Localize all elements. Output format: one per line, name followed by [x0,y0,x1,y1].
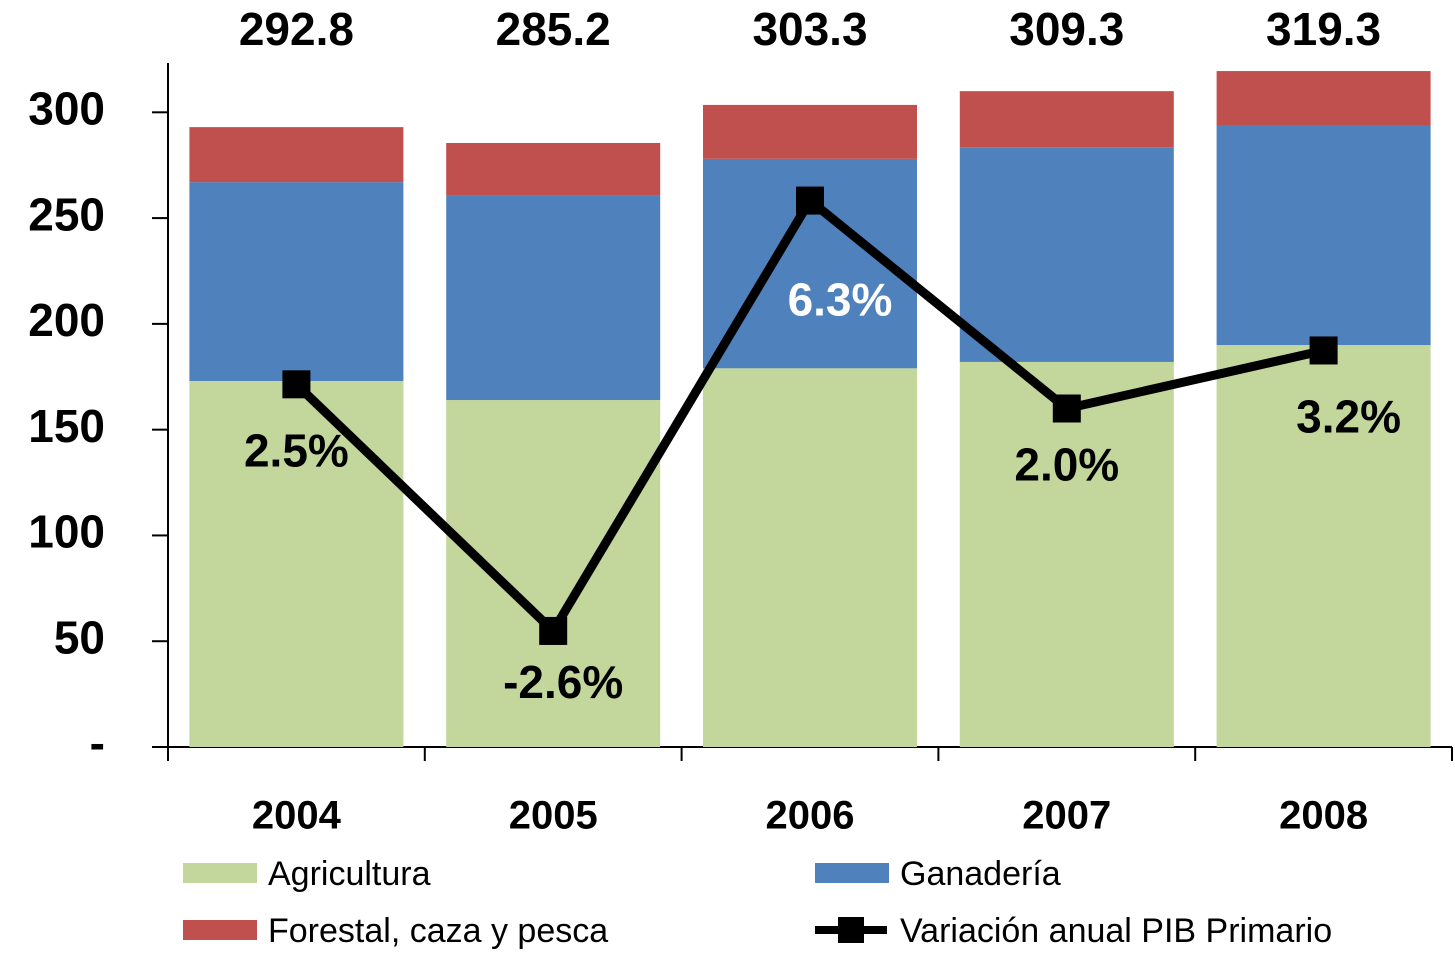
bar-segment [446,142,661,196]
line-marker [796,186,824,215]
y-tick-label: 250 [28,188,105,240]
total-label: 292.8 [239,3,354,55]
data-label: -2.6% [503,656,623,708]
line-marker [282,370,311,399]
bar-segment [1216,345,1431,747]
legend-label: Agricultura [268,855,431,893]
total-label: 303.3 [752,3,867,55]
legend-swatch [183,863,257,883]
y-tick-label: - [90,717,105,769]
bar-segment [446,195,661,401]
y-tick-label: 50 [54,611,105,663]
bar-segment [959,361,1174,747]
x-tick-label: 2005 [509,794,598,838]
legend-label: Variación anual PIB Primario [900,912,1332,950]
y-tick-label: 100 [28,506,105,558]
x-tick-label: 2007 [1022,794,1111,838]
total-label: 285.2 [496,3,611,55]
total-label: 309.3 [1009,3,1124,55]
data-label: 6.3% [788,274,893,326]
legend-swatch [183,920,257,940]
bar-segment [703,104,917,159]
y-tick-label: 150 [28,400,105,452]
y-tick-label: 200 [28,294,105,346]
bar-segment [959,91,1174,148]
data-label: 2.0% [1014,439,1119,491]
legend-swatch [815,863,889,883]
x-tick-label: 2006 [766,794,855,838]
total-label: 319.3 [1266,3,1381,55]
line-marker [1052,394,1081,423]
x-tick-label: 2008 [1279,794,1368,838]
line-marker [539,616,568,645]
data-label: 2.5% [244,424,349,476]
bar-segment [189,127,404,183]
y-tick-label: 300 [28,82,105,134]
line-marker [1309,336,1338,365]
bar-segment [189,380,404,747]
legend-label: Forestal, caza y pesca [268,912,608,950]
bar-segment [959,147,1174,362]
bar-segment [703,368,917,747]
bar-segment [1216,71,1431,126]
data-label: 3.2% [1296,391,1401,443]
legend-marker [838,917,864,943]
x-tick-label: 2004 [252,794,342,838]
bar-segment [446,400,661,747]
legend-label: Ganadería [900,855,1061,893]
bar-segment [189,182,404,381]
bar-segment [1216,125,1431,346]
